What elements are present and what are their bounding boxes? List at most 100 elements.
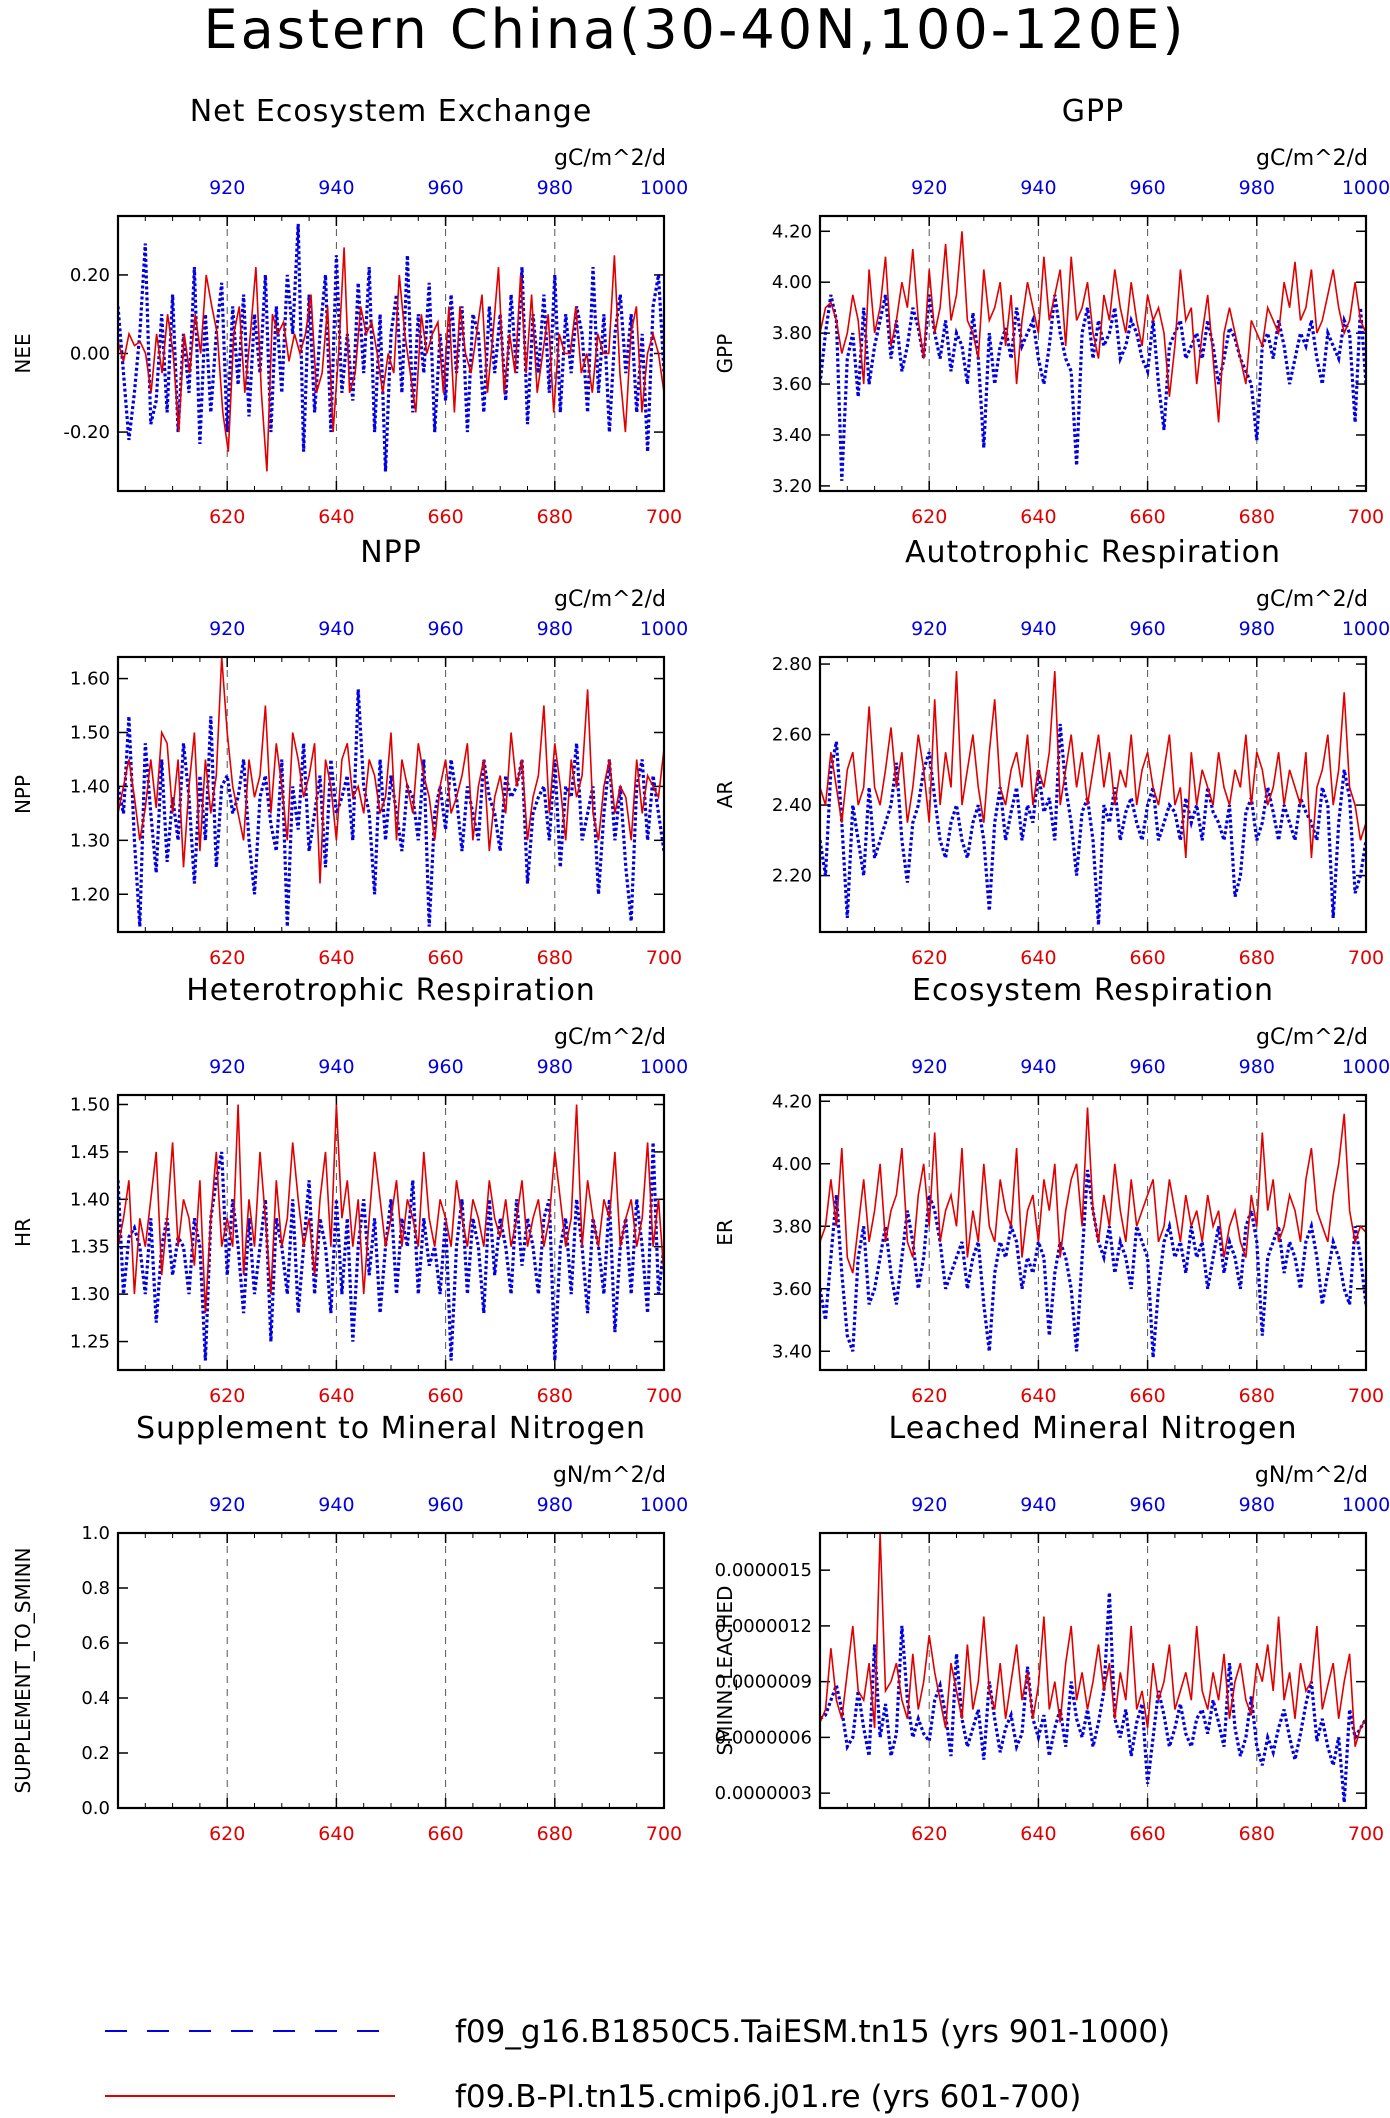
x-tick-label-top: 920	[911, 1494, 947, 1516]
x-tick-label-top: 1000	[1342, 1494, 1390, 1516]
x-tick-label-top: 980	[1239, 1056, 1275, 1078]
y-tick-label: 0.0000009	[715, 1672, 812, 1693]
y-axis-label: NEE	[11, 333, 35, 373]
y-tick-label: 1.50	[70, 1094, 110, 1115]
y-axis-label: SMINN_LEACHED	[713, 1586, 737, 1756]
units-label: gC/m^2/d	[554, 146, 666, 171]
legend-label-case: f09_g16.B1850C5.TaiESM.tn15 (yrs 901-100…	[455, 2014, 1170, 2050]
panel-title: NPP	[360, 535, 422, 570]
y-tick-label: 0.0000012	[715, 1616, 812, 1637]
x-tick-label-top: 940	[1020, 618, 1056, 640]
x-tick-label-bottom: 660	[1129, 506, 1165, 528]
x-tick-label-bottom: 620	[209, 947, 245, 969]
legend: f09_g16.B1850C5.TaiESM.tn15 (yrs 901-100…	[105, 2014, 1170, 2115]
y-tick-label: 0.0000015	[715, 1560, 812, 1581]
units-label: gN/m^2/d	[1255, 1463, 1368, 1488]
y-tick-label: 3.40	[772, 1341, 812, 1362]
x-tick-label-bottom: 700	[1348, 1385, 1384, 1407]
y-tick-label: 4.20	[772, 221, 812, 242]
x-tick-label-bottom: 680	[1239, 1385, 1275, 1407]
units-label: gN/m^2/d	[553, 1463, 666, 1488]
x-tick-label-top: 960	[1129, 618, 1165, 640]
x-tick-label-top: 1000	[1342, 618, 1390, 640]
x-tick-label-bottom: 700	[646, 1385, 682, 1407]
chart-panel: Ecosystem Respiration gC/m^2/d ER 620 920 640…	[713, 973, 1390, 1407]
x-tick-label-top: 920	[209, 1494, 245, 1516]
x-tick-label-top: 940	[1020, 1056, 1056, 1078]
panel-title: Net Ecosystem Exchange	[190, 94, 593, 129]
x-tick-label-top: 940	[318, 1056, 354, 1078]
x-tick-label-bottom: 660	[427, 1385, 463, 1407]
y-tick-label: 4.00	[772, 1154, 812, 1175]
x-tick-label-bottom: 640	[318, 1385, 354, 1407]
y-tick-label: 1.45	[70, 1142, 110, 1163]
x-tick-label-bottom: 700	[1348, 947, 1384, 969]
panel-title: Heterotrophic Respiration	[186, 973, 596, 1008]
chart-panel: Autotrophic Respiration gC/m^2/d AR 620 920 6…	[713, 535, 1390, 969]
x-tick-label-top: 1000	[640, 1056, 688, 1078]
page-title: Eastern China(30-40N,100-120E)	[204, 0, 1187, 61]
chart-panel: Leached Mineral Nitrogen gN/m^2/d SMINN_LE…	[713, 1411, 1390, 1845]
x-tick-label-top: 980	[1239, 177, 1275, 199]
y-tick-label: 2.80	[772, 654, 812, 675]
y-tick-label: 1.20	[70, 884, 110, 905]
x-tick-label-bottom: 700	[646, 1823, 682, 1845]
plot-frame	[818, 214, 1368, 493]
y-tick-label: 3.40	[772, 425, 812, 446]
x-tick-label-top: 920	[911, 177, 947, 199]
x-tick-label-bottom: 640	[1020, 1823, 1056, 1845]
x-tick-label-bottom: 680	[537, 1823, 573, 1845]
x-tick-label-top: 920	[209, 618, 245, 640]
y-tick-label: 2.60	[772, 725, 812, 746]
y-tick-label: 2.40	[772, 795, 812, 816]
x-tick-label-top: 960	[1129, 1056, 1165, 1078]
x-tick-label-bottom: 640	[1020, 947, 1056, 969]
x-tick-label-bottom: 640	[318, 506, 354, 528]
x-tick-label-bottom: 660	[427, 506, 463, 528]
y-tick-label: 1.0	[81, 1523, 110, 1544]
y-tick-label: 0.4	[81, 1688, 110, 1709]
x-tick-label-top: 920	[911, 618, 947, 640]
x-tick-label-bottom: 680	[537, 947, 573, 969]
series-line-case	[820, 1169, 1366, 1358]
panel-title: GPP	[1062, 94, 1124, 129]
plot-frame	[116, 655, 666, 934]
y-axis-label: ER	[713, 1219, 737, 1246]
x-tick-label-bottom: 680	[537, 1385, 573, 1407]
x-tick-label-bottom: 660	[427, 947, 463, 969]
series-line-control	[820, 1107, 1366, 1274]
chart-panel: Heterotrophic Respiration gC/m^2/d HR 620 92…	[11, 973, 688, 1407]
chart-panels: Net Ecosystem Exchange gC/m^2/d NEE 620 920 6…	[11, 94, 1390, 1845]
x-tick-label-top: 980	[1239, 618, 1275, 640]
y-tick-label: 0.00	[70, 344, 110, 365]
x-tick-label-top: 940	[1020, 1494, 1056, 1516]
series-line-control	[118, 1104, 664, 1314]
x-tick-label-bottom: 700	[646, 506, 682, 528]
y-tick-label: 3.60	[772, 374, 812, 395]
legend-label-control: f09.B-PI.tn15.cmip6.j01.re (yrs 601-700)	[455, 2079, 1081, 2115]
panel-title: Ecosystem Respiration	[912, 973, 1274, 1008]
x-tick-label-top: 980	[537, 1056, 573, 1078]
panel-title: Leached Mineral Nitrogen	[889, 1411, 1298, 1446]
x-tick-label-top: 940	[318, 177, 354, 199]
chart-panel: Net Ecosystem Exchange gC/m^2/d NEE 620 920 6…	[11, 94, 688, 528]
x-tick-label-top: 960	[427, 177, 463, 199]
x-tick-label-top: 1000	[640, 177, 688, 199]
x-tick-label-top: 980	[537, 1494, 573, 1516]
y-tick-label: 3.80	[772, 1216, 812, 1237]
x-tick-label-bottom: 620	[911, 1823, 947, 1845]
y-axis-label: SUPPLEMENT_TO_SMINN	[11, 1547, 35, 1793]
x-tick-label-bottom: 680	[1239, 947, 1275, 969]
x-tick-label-bottom: 640	[318, 1823, 354, 1845]
x-tick-label-bottom: 680	[537, 506, 573, 528]
x-tick-label-top: 920	[209, 1056, 245, 1078]
y-tick-label: 1.35	[70, 1237, 110, 1258]
y-tick-label: 1.60	[70, 669, 110, 690]
x-tick-label-top: 980	[537, 618, 573, 640]
chart-panel: GPP gC/m^2/d GPP 620 920 640 940 660 960 680 980 70…	[713, 94, 1390, 528]
units-label: gC/m^2/d	[1256, 146, 1368, 171]
series-line-control	[118, 657, 664, 884]
x-tick-label-bottom: 680	[1239, 1823, 1275, 1845]
x-tick-label-top: 960	[427, 618, 463, 640]
x-tick-label-bottom: 620	[209, 1823, 245, 1845]
